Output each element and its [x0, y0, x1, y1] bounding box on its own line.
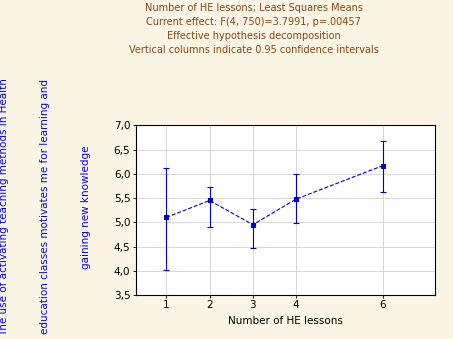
- Text: gaining new knowledge: gaining new knowledge: [81, 145, 91, 268]
- X-axis label: Number of HE lessons: Number of HE lessons: [228, 316, 343, 326]
- Text: Number of HE lessons; Least Squares Means
Current effect: F(4, 750)=3.7991, p=.0: Number of HE lessons; Least Squares Mean…: [129, 3, 379, 55]
- Text: The use of activating teaching methods in Health: The use of activating teaching methods i…: [0, 78, 10, 336]
- Text: education classes motivates me for learning and: education classes motivates me for learn…: [40, 79, 50, 334]
